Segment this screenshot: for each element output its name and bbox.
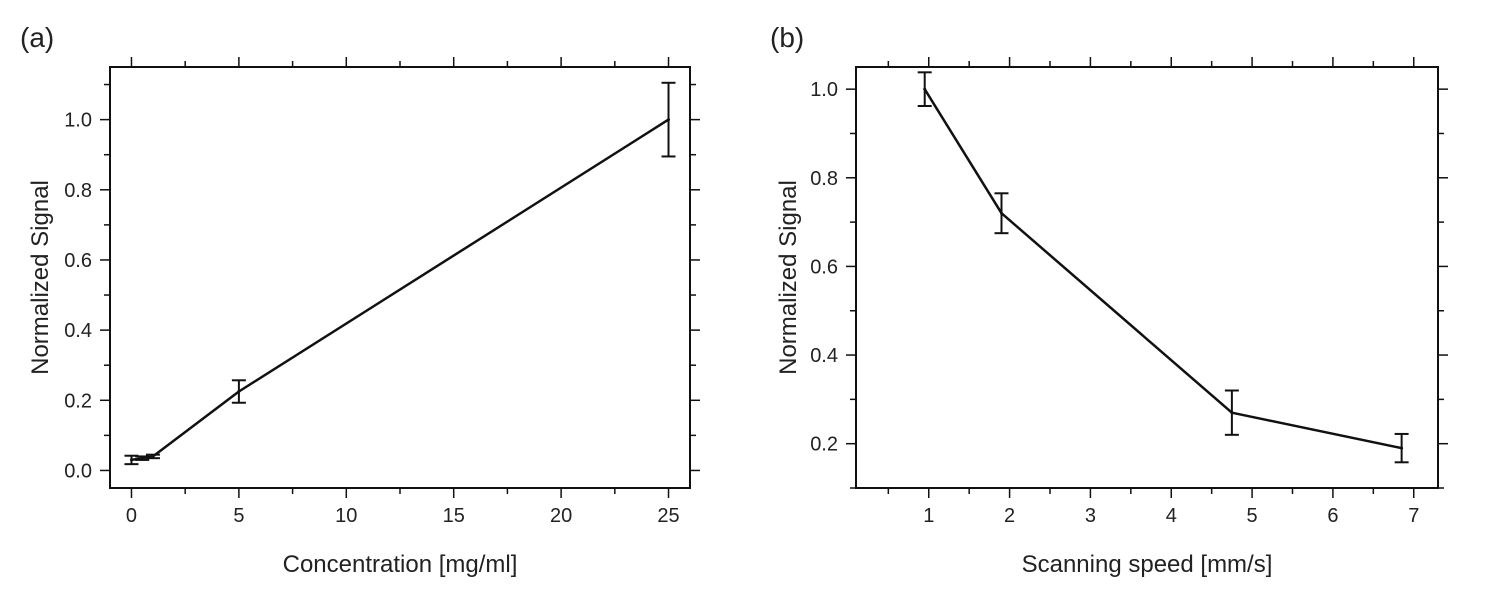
x-tick-label: 25 xyxy=(657,505,679,527)
data-point xyxy=(237,390,241,394)
data-point xyxy=(1230,411,1234,415)
y-tick-label: 0.0 xyxy=(64,460,92,482)
data-point xyxy=(140,456,144,460)
y-tick-label: 0.6 xyxy=(810,256,838,278)
x-tick-label: 1 xyxy=(923,505,934,527)
y-tick-label: 0.8 xyxy=(64,180,92,202)
y-tick-label: 1.0 xyxy=(810,79,838,101)
x-tick-label: 4 xyxy=(1166,505,1177,527)
x-tick-label: 15 xyxy=(443,505,465,527)
plot-frame-b xyxy=(855,66,1439,489)
x-tick-label: 20 xyxy=(550,505,572,527)
data-point xyxy=(1000,211,1003,215)
y-tick-label: 0.4 xyxy=(810,345,838,367)
x-tick-label: 6 xyxy=(1327,505,1338,527)
panel-label-a: (a) xyxy=(20,22,54,53)
x-tick-label: 5 xyxy=(1247,505,1258,527)
chart-a: (a) 0 5 10 15 20 25 0.0 0.2 0.4 0.6 0.8 1.0 Concentra… xyxy=(20,22,700,578)
plot-frame-a xyxy=(109,66,691,489)
panel-label-b: (b) xyxy=(770,22,804,53)
y-tick-label: 0.2 xyxy=(64,390,92,412)
y-tick-label: 0.8 xyxy=(810,168,838,190)
x-tick-label: 7 xyxy=(1408,505,1419,527)
y-tick-label: 0.4 xyxy=(64,320,92,342)
data-point xyxy=(151,454,155,458)
y-tick-label: 1.0 xyxy=(64,110,92,132)
y-axis-title-b: Normalized Signal xyxy=(775,180,802,375)
x-tick-label: 3 xyxy=(1085,505,1096,527)
data-point xyxy=(667,118,671,122)
series-line-a xyxy=(131,118,670,462)
x-axis-title-a: Concentration [mg/ml] xyxy=(283,551,518,578)
y-tick-label: 0.6 xyxy=(64,250,92,272)
x-tick-label: 0 xyxy=(126,505,137,527)
x-tick-label: 5 xyxy=(233,505,244,527)
data-point xyxy=(129,458,133,462)
data-point xyxy=(1400,446,1404,450)
y-axis-title-a: Normalized Signal xyxy=(27,180,54,375)
series-line-b xyxy=(923,88,1402,450)
chart-b: (b) 1 2 3 4 5 6 7 0.2 0.4 0.6 0.8 1.0 Scanning speed … xyxy=(770,22,1448,578)
y-tick-label: 0.2 xyxy=(810,434,838,456)
x-axis-title-b: Scanning speed [mm/s] xyxy=(1022,551,1273,578)
x-tick-label: 10 xyxy=(335,505,357,527)
data-point xyxy=(923,87,927,91)
x-tick-label: 2 xyxy=(1004,505,1015,527)
